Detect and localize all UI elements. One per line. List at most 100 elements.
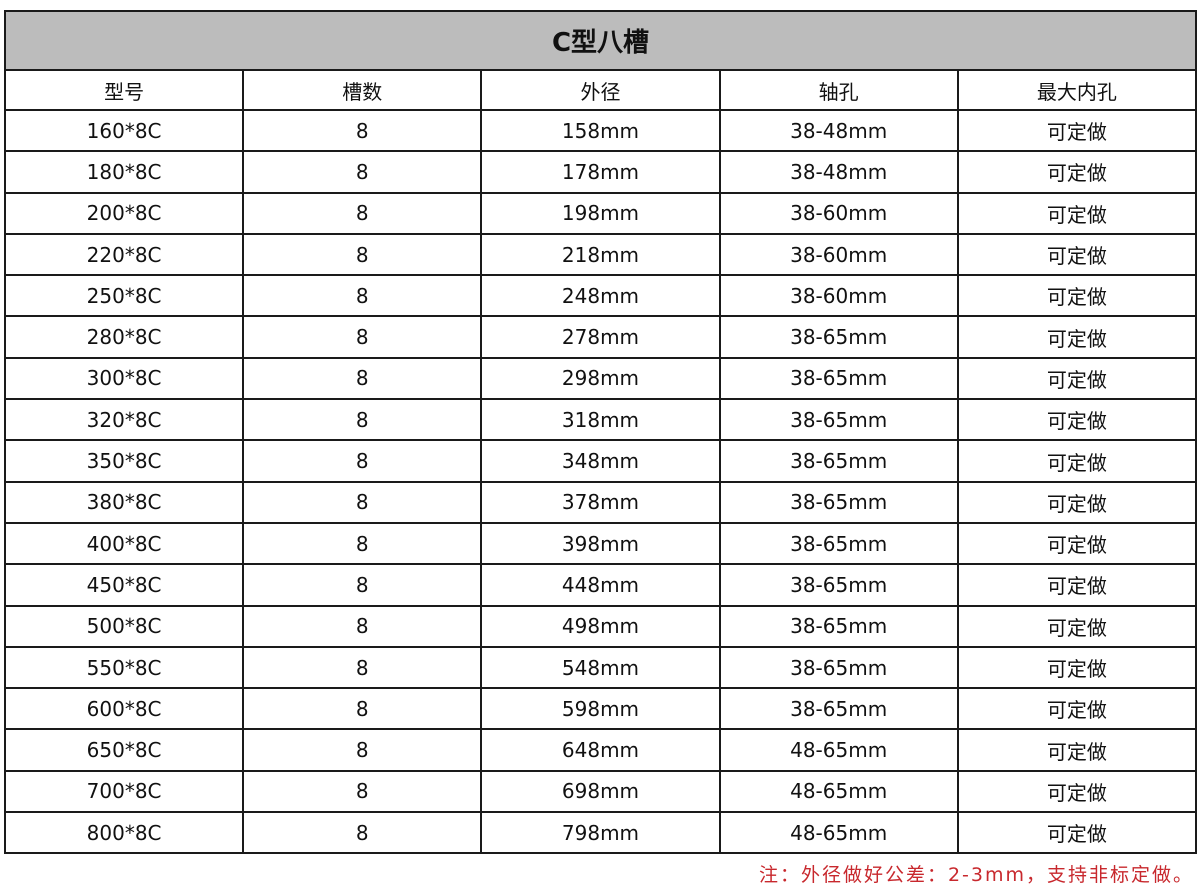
cell-shaft-hole: 38-65mm — [718, 521, 959, 566]
cell-max-bore: 可定做 — [956, 604, 1198, 648]
cell-grooves: 8 — [242, 315, 483, 359]
cell-max-bore: 可定做 — [956, 563, 1198, 607]
cell-shaft-hole: 38-65mm — [718, 563, 959, 607]
table-row: 220*8C 8 218mm 38-60mm 可定做 — [3, 232, 1198, 277]
table-row: 700*8C 8 698mm 48-65mm 可定做 — [3, 769, 1198, 814]
cell-outer-diameter: 698mm — [480, 769, 721, 814]
cell-shaft-hole: 38-60mm — [718, 191, 959, 235]
cell-outer-diameter: 648mm — [480, 728, 721, 772]
table-row: 380*8C 8 378mm 38-65mm 可定做 — [3, 480, 1198, 524]
table-row: 200*8C 8 198mm 38-60mm 可定做 — [3, 191, 1198, 235]
table-row: 160*8C 8 158mm 38-48mm 可定做 — [3, 108, 1198, 153]
cell-shaft-hole: 38-65mm — [718, 439, 959, 483]
cell-grooves: 8 — [242, 480, 483, 524]
cell-model: 380*8C — [3, 480, 245, 524]
cell-model: 250*8C — [3, 274, 245, 318]
cell-model: 650*8C — [3, 728, 245, 772]
table-row: 250*8C 8 248mm 38-60mm 可定做 — [3, 274, 1198, 318]
cell-outer-diameter: 158mm — [480, 108, 721, 153]
cell-max-bore: 可定做 — [956, 687, 1198, 731]
cell-max-bore: 可定做 — [956, 274, 1198, 318]
cell-shaft-hole: 48-65mm — [718, 811, 959, 855]
cell-shaft-hole: 38-65mm — [718, 398, 959, 442]
cell-outer-diameter: 298mm — [480, 356, 721, 401]
table-row: 400*8C 8 398mm 38-65mm 可定做 — [3, 521, 1198, 566]
cell-model: 550*8C — [3, 645, 245, 690]
cell-model: 160*8C — [3, 108, 245, 153]
cell-outer-diameter: 198mm — [480, 191, 721, 235]
cell-outer-diameter: 348mm — [480, 439, 721, 483]
table-row: 180*8C 8 178mm 38-48mm 可定做 — [3, 150, 1198, 194]
cell-max-bore: 可定做 — [956, 315, 1198, 359]
cell-outer-diameter: 378mm — [480, 480, 721, 524]
footnote: 注：外径做好公差：2-3mm，支持非标定做。 — [758, 864, 1194, 886]
cell-max-bore: 可定做 — [956, 769, 1198, 814]
cell-max-bore: 可定做 — [956, 811, 1198, 855]
table-row: 800*8C 8 798mm 48-65mm 可定做 — [3, 811, 1198, 855]
cell-shaft-hole: 38-65mm — [718, 315, 959, 359]
cell-grooves: 8 — [242, 769, 483, 814]
cell-shaft-hole: 38-65mm — [718, 480, 959, 524]
table-row: 450*8C 8 448mm 38-65mm 可定做 — [3, 563, 1198, 607]
cell-shaft-hole: 38-65mm — [718, 604, 959, 648]
cell-model: 700*8C — [3, 769, 245, 814]
cell-max-bore: 可定做 — [956, 521, 1198, 566]
table-row: 350*8C 8 348mm 38-65mm 可定做 — [3, 439, 1198, 483]
cell-outer-diameter: 178mm — [480, 150, 721, 194]
cell-model: 320*8C — [3, 398, 245, 442]
cell-outer-diameter: 498mm — [480, 604, 721, 648]
cell-grooves: 8 — [242, 439, 483, 483]
table-row: 650*8C 8 648mm 48-65mm 可定做 — [3, 728, 1198, 772]
cell-max-bore: 可定做 — [956, 439, 1198, 483]
column-header-grooves: 槽数 — [242, 69, 483, 111]
cell-outer-diameter: 218mm — [480, 232, 721, 277]
cell-model: 220*8C — [3, 232, 245, 277]
table-row: 300*8C 8 298mm 38-65mm 可定做 — [3, 356, 1198, 401]
header-row: 型号 槽数 外径 轴孔 最大内孔 — [3, 69, 1198, 111]
cell-max-bore: 可定做 — [956, 191, 1198, 235]
column-header-max-bore: 最大内孔 — [956, 69, 1198, 111]
cell-grooves: 8 — [242, 191, 483, 235]
cell-outer-diameter: 448mm — [480, 563, 721, 607]
cell-outer-diameter: 598mm — [480, 687, 721, 731]
cell-shaft-hole: 38-65mm — [718, 687, 959, 731]
cell-grooves: 8 — [242, 232, 483, 277]
spec-table: C型八槽 型号 槽数 外径 轴孔 最大内孔 160*8C 8 158mm 38-48m… — [3, 10, 1198, 855]
table-title: C型八槽 — [4, 10, 1197, 71]
cell-grooves: 8 — [242, 728, 483, 772]
cell-grooves: 8 — [242, 687, 483, 731]
cell-grooves: 8 — [242, 356, 483, 401]
cell-shaft-hole: 38-65mm — [718, 645, 959, 690]
column-header-outer-diameter: 外径 — [480, 69, 721, 111]
cell-outer-diameter: 798mm — [480, 811, 721, 855]
cell-shaft-hole: 38-48mm — [718, 108, 959, 153]
cell-shaft-hole: 38-60mm — [718, 232, 959, 277]
cell-model: 400*8C — [3, 521, 245, 566]
cell-grooves: 8 — [242, 604, 483, 648]
cell-max-bore: 可定做 — [956, 150, 1198, 194]
column-header-model: 型号 — [3, 69, 245, 111]
cell-max-bore: 可定做 — [956, 645, 1198, 690]
cell-model: 350*8C — [3, 439, 245, 483]
cell-model: 800*8C — [3, 811, 245, 855]
cell-model: 280*8C — [3, 315, 245, 359]
cell-max-bore: 可定做 — [956, 728, 1198, 772]
cell-outer-diameter: 398mm — [480, 521, 721, 566]
cell-max-bore: 可定做 — [956, 232, 1198, 277]
cell-grooves: 8 — [242, 645, 483, 690]
cell-shaft-hole: 48-65mm — [718, 728, 959, 772]
cell-grooves: 8 — [242, 521, 483, 566]
cell-outer-diameter: 248mm — [480, 274, 721, 318]
cell-model: 180*8C — [3, 150, 245, 194]
cell-shaft-hole: 48-65mm — [718, 769, 959, 814]
cell-max-bore: 可定做 — [956, 356, 1198, 401]
cell-model: 200*8C — [3, 191, 245, 235]
cell-shaft-hole: 38-60mm — [718, 274, 959, 318]
table-row: 320*8C 8 318mm 38-65mm 可定做 — [3, 398, 1198, 442]
cell-max-bore: 可定做 — [956, 398, 1198, 442]
column-header-shaft-hole: 轴孔 — [718, 69, 959, 111]
cell-grooves: 8 — [242, 811, 483, 855]
cell-outer-diameter: 548mm — [480, 645, 721, 690]
cell-shaft-hole: 38-65mm — [718, 356, 959, 401]
cell-max-bore: 可定做 — [956, 108, 1198, 153]
